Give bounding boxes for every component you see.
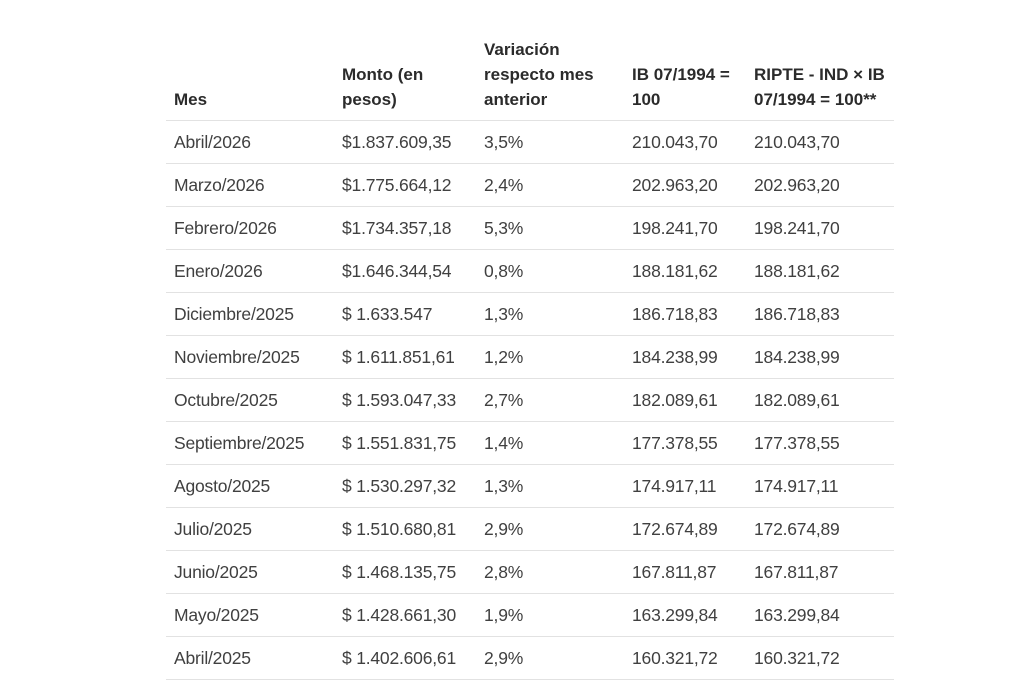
cell-ripte: 167.811,87 [746, 550, 894, 594]
cell-variacion: 2,9% [476, 636, 624, 680]
table-row: Abril/2025 $ 1.402.606,61 2,9% 160.321,72 16… [166, 636, 894, 680]
cell-ib: 210.043,70 [624, 120, 746, 164]
cell-monto: $ 1.510.680,81 [334, 507, 476, 551]
cell-mes: Agosto/2025 [166, 464, 334, 508]
cell-ib: 198.241,70 [624, 206, 746, 250]
cell-ib: 186.718,83 [624, 292, 746, 336]
cell-ripte: 184.238,99 [746, 335, 894, 379]
cell-monto: $ 1.633.547 [334, 292, 476, 336]
cell-ripte: 198.241,70 [746, 206, 894, 250]
ripte-table-container: Mes Monto (en pesos) Variación respecto … [166, 36, 894, 680]
cell-ib: 182.089,61 [624, 378, 746, 422]
table-row: Diciembre/2025 $ 1.633.547 1,3% 186.718,83 1… [166, 292, 894, 336]
cell-ripte: 160.321,72 [746, 636, 894, 680]
cell-variacion: 1,9% [476, 593, 624, 637]
cell-monto: $ 1.611.851,61 [334, 335, 476, 379]
cell-variacion: 3,5% [476, 120, 624, 164]
table-row: Agosto/2025 $ 1.530.297,32 1,3% 174.917,11 1… [166, 464, 894, 508]
cell-ib: 163.299,84 [624, 593, 746, 637]
cell-ripte: 177.378,55 [746, 421, 894, 465]
cell-monto: $ 1.468.135,75 [334, 550, 476, 594]
cell-mes: Julio/2025 [166, 507, 334, 551]
cell-mes: Noviembre/2025 [166, 335, 334, 379]
cell-monto: $ 1.593.047,33 [334, 378, 476, 422]
table-header: Mes Monto (en pesos) Variación respecto … [166, 36, 894, 121]
cell-ripte: 174.917,11 [746, 464, 894, 508]
cell-mes: Abril/2025 [166, 636, 334, 680]
cell-ripte: 188.181,62 [746, 249, 894, 293]
table-row: Mayo/2025 $ 1.428.661,30 1,9% 163.299,84 163… [166, 593, 894, 637]
cell-ib: 188.181,62 [624, 249, 746, 293]
cell-mes: Septiembre/2025 [166, 421, 334, 465]
cell-monto: $ 1.428.661,30 [334, 593, 476, 637]
cell-ib: 177.378,55 [624, 421, 746, 465]
header-mes: Mes [166, 36, 334, 121]
cell-ripte: 182.089,61 [746, 378, 894, 422]
header-ripte: RIPTE - IND × IB 07/1994 = 100** [746, 36, 894, 121]
cell-monto: $ 1.551.831,75 [334, 421, 476, 465]
cell-variacion: 1,3% [476, 292, 624, 336]
cell-variacion: 1,4% [476, 421, 624, 465]
cell-ib: 172.674,89 [624, 507, 746, 551]
cell-ripte: 210.043,70 [746, 120, 894, 164]
cell-variacion: 0,8% [476, 249, 624, 293]
cell-variacion: 1,3% [476, 464, 624, 508]
cell-mes: Abril/2026 [166, 120, 334, 164]
cell-mes: Marzo/2026 [166, 163, 334, 207]
cell-monto: $1.734.357,18 [334, 206, 476, 250]
cell-ripte: 186.718,83 [746, 292, 894, 336]
header-monto: Monto (en pesos) [334, 36, 476, 121]
cell-ib: 160.321,72 [624, 636, 746, 680]
header-row: Mes Monto (en pesos) Variación respecto … [166, 36, 894, 121]
cell-ib: 174.917,11 [624, 464, 746, 508]
table-body: Abril/2026 $1.837.609,35 3,5% 210.043,70 210… [166, 120, 894, 680]
cell-monto: $1.775.664,12 [334, 163, 476, 207]
cell-mes: Octubre/2025 [166, 378, 334, 422]
cell-ripte: 202.963,20 [746, 163, 894, 207]
cell-ripte: 163.299,84 [746, 593, 894, 637]
table-row: Noviembre/2025 $ 1.611.851,61 1,2% 184.238,… [166, 335, 894, 379]
cell-variacion: 2,7% [476, 378, 624, 422]
table-row: Julio/2025 $ 1.510.680,81 2,9% 172.674,89 17… [166, 507, 894, 551]
cell-monto: $ 1.402.606,61 [334, 636, 476, 680]
ripte-table: Mes Monto (en pesos) Variación respecto … [166, 36, 894, 680]
cell-ib: 184.238,99 [624, 335, 746, 379]
table-row: Enero/2026 $1.646.344,54 0,8% 188.181,62 188… [166, 249, 894, 293]
cell-mes: Diciembre/2025 [166, 292, 334, 336]
table-row: Abril/2026 $1.837.609,35 3,5% 210.043,70 210… [166, 120, 894, 164]
cell-ib: 202.963,20 [624, 163, 746, 207]
cell-mes: Junio/2025 [166, 550, 334, 594]
cell-monto: $1.646.344,54 [334, 249, 476, 293]
header-variacion: Variación respecto mes anterior [476, 36, 624, 121]
cell-ripte: 172.674,89 [746, 507, 894, 551]
table-row: Octubre/2025 $ 1.593.047,33 2,7% 182.089,61… [166, 378, 894, 422]
table-row: Febrero/2026 $1.734.357,18 5,3% 198.241,70 1… [166, 206, 894, 250]
cell-monto: $ 1.530.297,32 [334, 464, 476, 508]
cell-mes: Febrero/2026 [166, 206, 334, 250]
cell-mes: Mayo/2025 [166, 593, 334, 637]
table-row: Junio/2025 $ 1.468.135,75 2,8% 167.811,87 16… [166, 550, 894, 594]
header-ib: IB 07/1994 = 100 [624, 36, 746, 121]
cell-ib: 167.811,87 [624, 550, 746, 594]
cell-variacion: 2,9% [476, 507, 624, 551]
cell-variacion: 2,4% [476, 163, 624, 207]
table-row: Marzo/2026 $1.775.664,12 2,4% 202.963,20 202… [166, 163, 894, 207]
cell-variacion: 1,2% [476, 335, 624, 379]
cell-variacion: 5,3% [476, 206, 624, 250]
cell-variacion: 2,8% [476, 550, 624, 594]
table-row: Septiembre/2025 $ 1.551.831,75 1,4% 177.378… [166, 421, 894, 465]
cell-monto: $1.837.609,35 [334, 120, 476, 164]
cell-mes: Enero/2026 [166, 249, 334, 293]
